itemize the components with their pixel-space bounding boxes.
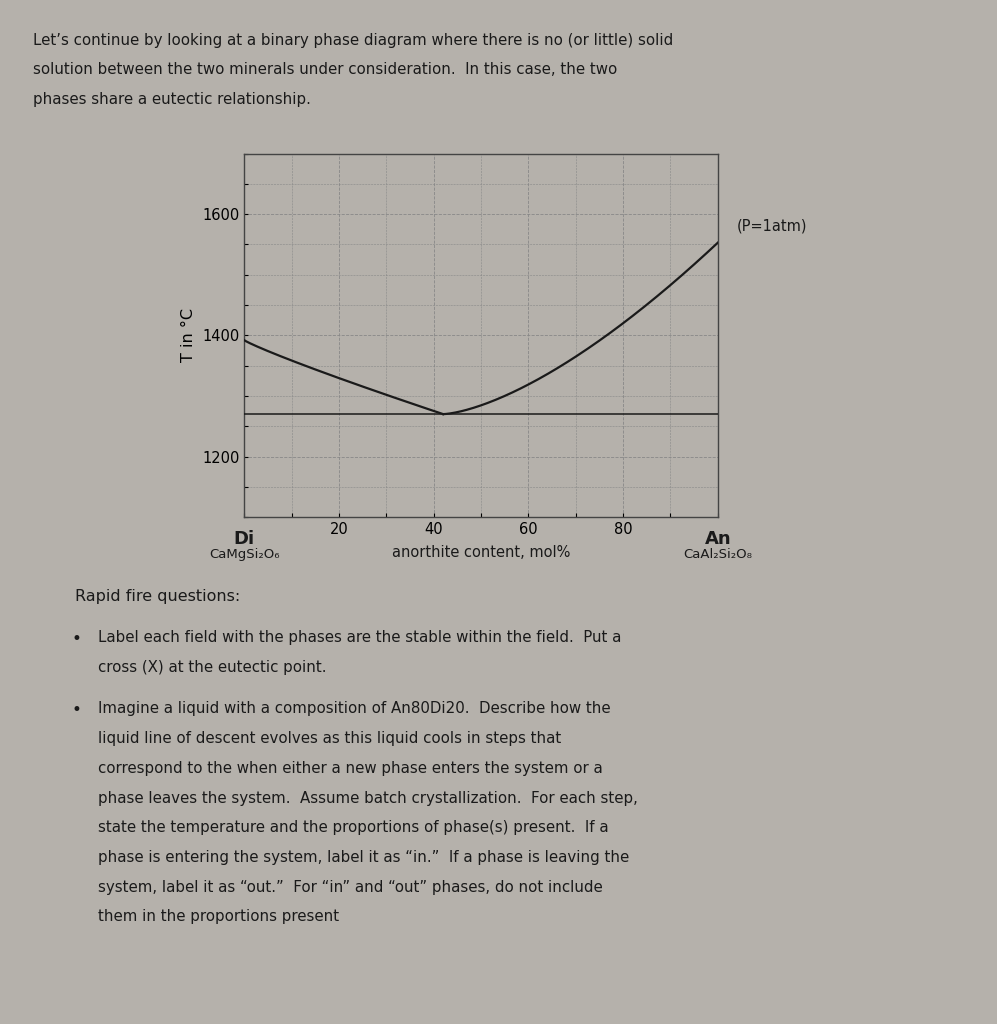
Text: solution between the two minerals under consideration.  In this case, the two: solution between the two minerals under … (33, 62, 617, 78)
Text: •: • (72, 701, 82, 720)
Text: liquid line of descent evolves as this liquid cools in steps that: liquid line of descent evolves as this l… (98, 731, 561, 746)
Text: cross (X) at the eutectic point.: cross (X) at the eutectic point. (98, 660, 326, 676)
Text: phases share a eutectic relationship.: phases share a eutectic relationship. (33, 92, 311, 108)
Text: correspond to the when either a new phase enters the system or a: correspond to the when either a new phas… (98, 761, 602, 776)
Text: Di: Di (233, 530, 255, 549)
Text: phase is entering the system, label it as “in.”  If a phase is leaving the: phase is entering the system, label it a… (98, 850, 629, 865)
Text: state the temperature and the proportions of phase(s) present.  If a: state the temperature and the proportion… (98, 820, 608, 836)
Text: •: • (72, 630, 82, 648)
Text: anorthite content, mol%: anorthite content, mol% (393, 545, 570, 560)
Text: CaAl₂Si₂O₈: CaAl₂Si₂O₈ (683, 548, 753, 561)
Text: (P=1atm): (P=1atm) (737, 219, 808, 233)
Text: Let’s continue by looking at a binary phase diagram where there is no (or little: Let’s continue by looking at a binary ph… (33, 33, 673, 48)
Y-axis label: T in °C: T in °C (181, 308, 196, 362)
Text: phase leaves the system.  Assume batch crystallization.  For each step,: phase leaves the system. Assume batch cr… (98, 791, 637, 806)
Text: them in the proportions present: them in the proportions present (98, 909, 339, 925)
Text: An: An (705, 530, 731, 549)
Text: CaMgSi₂O₆: CaMgSi₂O₆ (209, 548, 279, 561)
Text: Label each field with the phases are the stable within the field.  Put a: Label each field with the phases are the… (98, 630, 621, 645)
Text: system, label it as “out.”  For “in” and “out” phases, do not include: system, label it as “out.” For “in” and … (98, 880, 602, 895)
Text: Rapid fire questions:: Rapid fire questions: (75, 589, 240, 604)
Text: Imagine a liquid with a composition of An80Di20.  Describe how the: Imagine a liquid with a composition of A… (98, 701, 610, 717)
